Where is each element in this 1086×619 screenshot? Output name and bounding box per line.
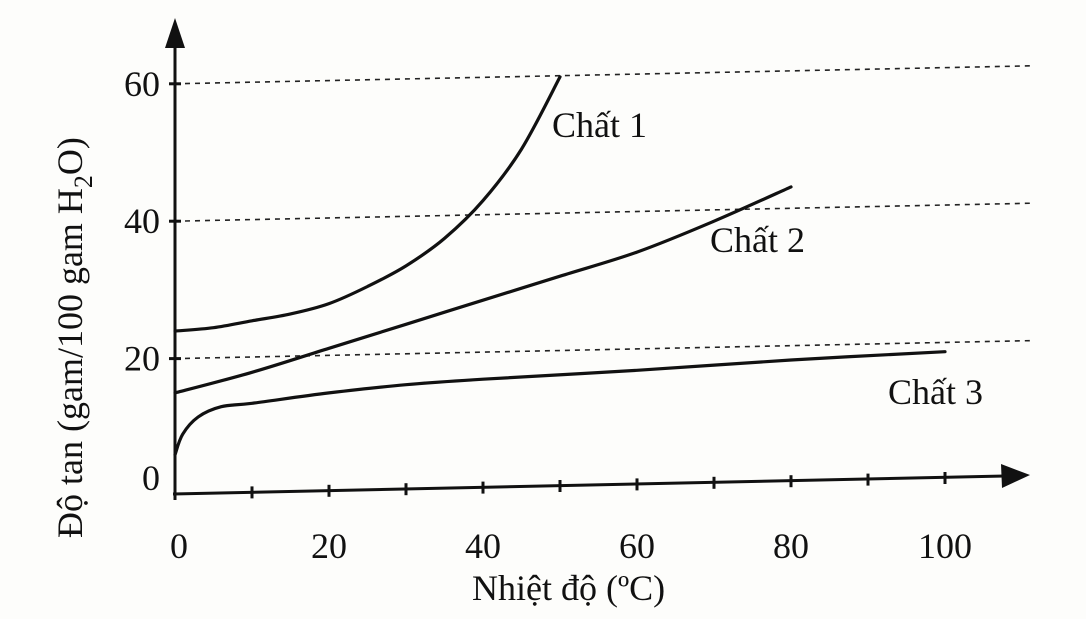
- grid-line-40: [174, 202, 1033, 222]
- y-tick-label-20: 20: [124, 339, 160, 379]
- x-axis-title: Nhiệt độ (ºC): [472, 568, 665, 608]
- x-tick-label-60: 60: [619, 526, 655, 566]
- y-axis-title: Độ tan (gam/100 gam H2O): [50, 137, 98, 538]
- x-tick-label-20: 20: [311, 526, 347, 566]
- grid-line-20: [174, 339, 1033, 360]
- ticks: 0 20 40 60 80 100 0 20 40 60: [124, 64, 972, 566]
- x-axis: [172, 474, 1006, 496]
- y-axis-title-main: Độ tan (gam/100 gam H: [50, 188, 90, 538]
- x-tick-label-80: 80: [773, 526, 809, 566]
- series-label-chat-2: Chất 2: [710, 220, 805, 260]
- x-tick-label-0: 0: [170, 526, 188, 566]
- grid-line-60: [174, 65, 1033, 85]
- y-axis-title-subscript: 2: [69, 175, 98, 188]
- grid-lines: [174, 65, 1033, 360]
- y-tick-label-40: 40: [124, 201, 160, 241]
- series-label-chat-1: Chất 1: [552, 105, 647, 145]
- series-label-chat-3: Chất 3: [888, 372, 983, 412]
- series-curves: [173, 75, 947, 457]
- series-line-chat-2: [173, 185, 793, 395]
- x-axis-arrow: [1001, 464, 1030, 488]
- x-tick-label-40: 40: [465, 526, 501, 566]
- labels: Chất 1 Chất 2 Chất 3 Nhiệt độ (ºC) Độ ta…: [50, 105, 983, 608]
- y-axis-arrow: [165, 18, 185, 48]
- x-tick-label-100: 100: [918, 526, 972, 566]
- series-line-chat-3: [173, 350, 947, 457]
- y-tick-label-60: 60: [124, 64, 160, 104]
- series-line-chat-1: [173, 75, 562, 333]
- axes: [165, 18, 1030, 496]
- y-axis-title-end: O): [50, 137, 90, 175]
- y-tick-label-0: 0: [142, 458, 160, 498]
